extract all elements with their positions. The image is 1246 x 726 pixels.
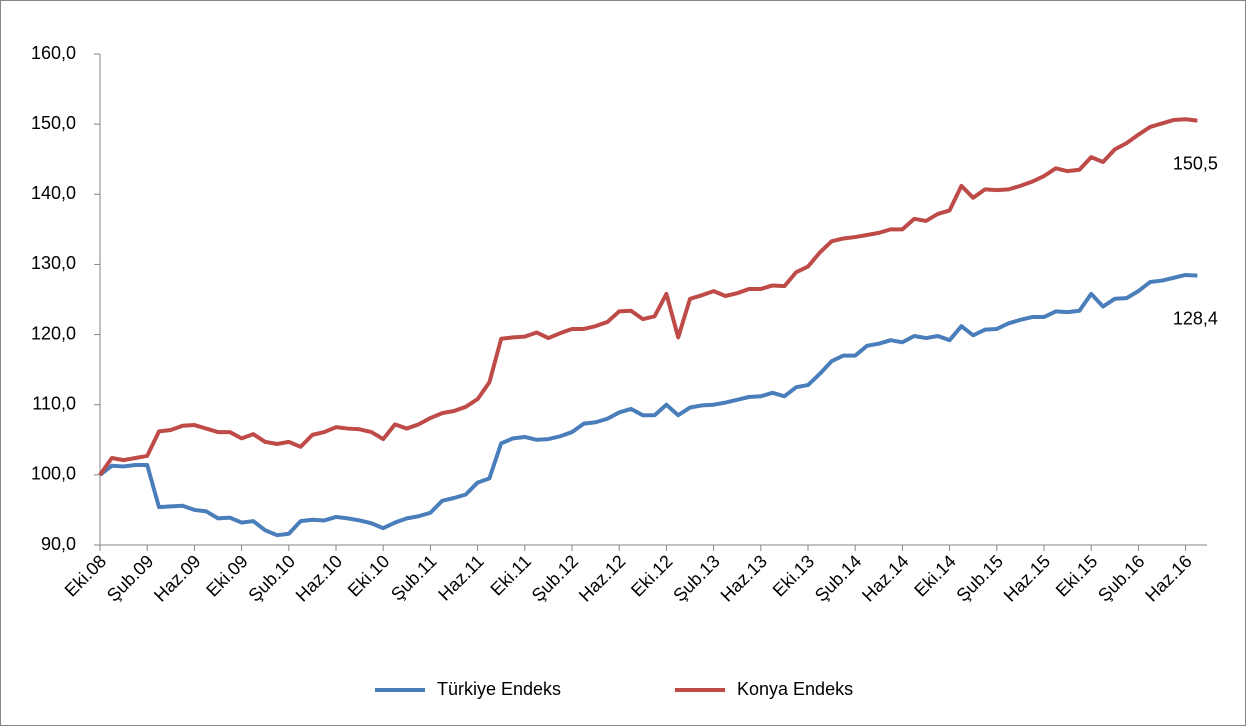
data-label: 150,5 bbox=[1173, 153, 1218, 173]
y-tick-label: 160,0 bbox=[31, 43, 76, 63]
data-label: 128,4 bbox=[1173, 308, 1218, 328]
legend-label: Türkiye Endeks bbox=[437, 679, 561, 699]
y-tick-label: 100,0 bbox=[31, 464, 76, 484]
y-tick-label: 110,0 bbox=[32, 393, 76, 413]
y-tick-label: 150,0 bbox=[31, 113, 76, 133]
line-series bbox=[98, 272, 1198, 538]
y-tick-label: 140,0 bbox=[31, 183, 76, 203]
y-tick-label: 120,0 bbox=[31, 323, 76, 343]
y-tick-label: 130,0 bbox=[31, 253, 76, 273]
legend-label: Konya Endeks bbox=[737, 679, 853, 699]
y-tick-label: 90,0 bbox=[41, 534, 76, 554]
line-series bbox=[98, 117, 1198, 477]
